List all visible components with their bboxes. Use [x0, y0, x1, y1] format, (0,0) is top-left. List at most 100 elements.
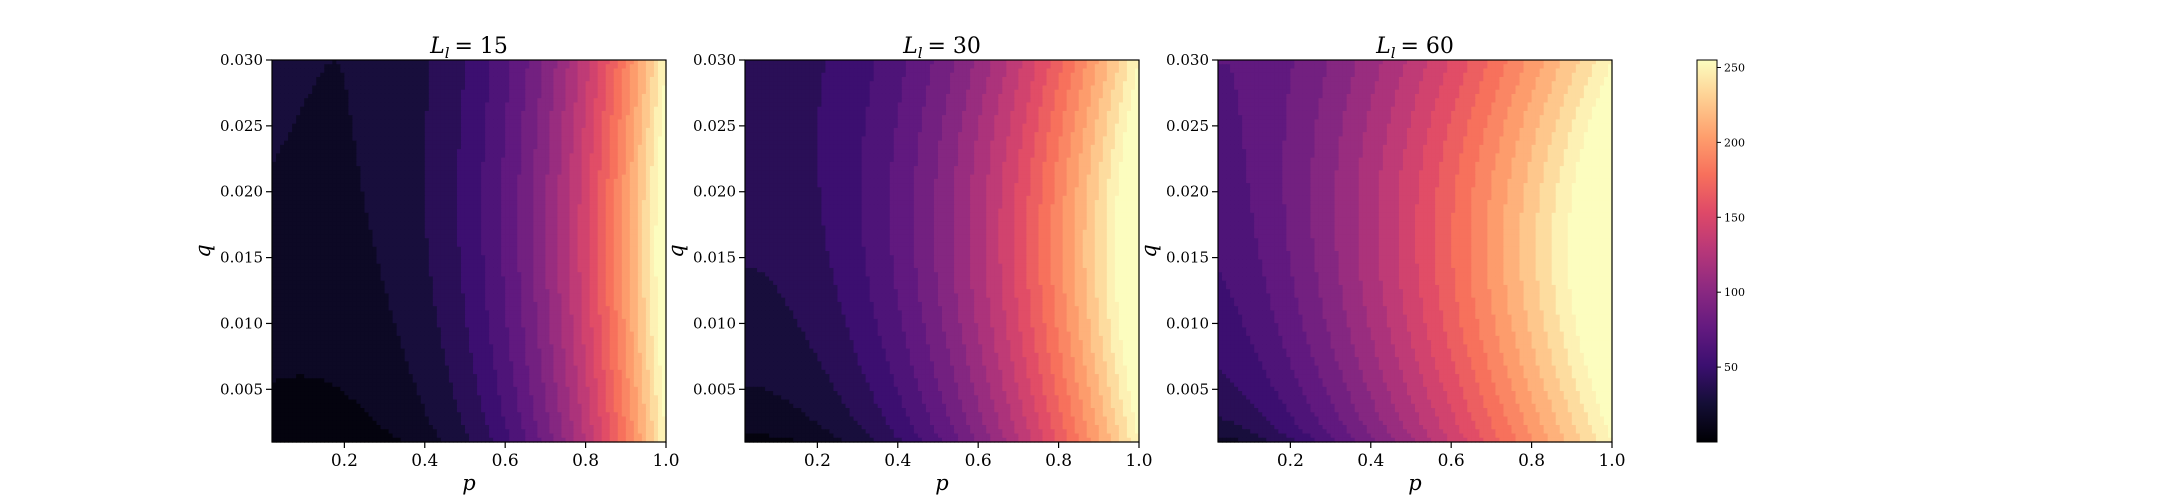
contour-cell: [485, 217, 490, 222]
contour-cell: [445, 136, 450, 141]
contour-cell: [393, 102, 398, 107]
contour-cell: [517, 196, 522, 201]
contour-cell: [449, 90, 454, 95]
contour-cell: [356, 264, 361, 269]
contour-cell: [493, 200, 498, 205]
contour-cell: [594, 221, 599, 226]
contour-cell: [622, 136, 627, 141]
contour-cell: [453, 179, 458, 184]
contour-cell: [638, 141, 643, 146]
contour-cell: [565, 247, 570, 252]
contour-cell: [565, 141, 570, 146]
contour-cell: [284, 141, 289, 146]
contour-cell: [449, 192, 454, 197]
contour-cell: [638, 255, 643, 260]
contour-cell: [421, 204, 426, 209]
contour-cell: [324, 81, 329, 86]
contour-cell: [525, 251, 530, 256]
contour-cell: [650, 238, 655, 243]
contour-cell: [630, 243, 635, 248]
contour-cell: [594, 111, 599, 116]
contour-cell: [469, 192, 474, 197]
contour-cell: [610, 221, 615, 226]
contour-cell: [618, 213, 623, 218]
contour-cell: [557, 187, 562, 192]
contour-cell: [521, 153, 526, 158]
contour-cell: [344, 107, 349, 112]
contour-cell: [405, 81, 410, 86]
contour-cell: [513, 158, 518, 163]
contour-cell: [401, 183, 406, 188]
contour-cell: [638, 60, 643, 65]
contour-cell: [610, 217, 615, 222]
contour-cell: [654, 98, 659, 103]
contour-cell: [417, 259, 422, 264]
contour-cell: [497, 145, 502, 150]
contour-cell: [405, 264, 410, 269]
contour-cell: [477, 115, 482, 120]
contour-cell: [377, 175, 382, 180]
contour-cell: [598, 149, 603, 154]
contour-cell: [501, 68, 506, 73]
contour-cell: [316, 60, 321, 65]
contour-cell: [565, 73, 570, 78]
contour-cell: [300, 175, 305, 180]
contour-cell: [328, 149, 333, 154]
contour-cell: [433, 268, 438, 273]
contour-cell: [481, 136, 486, 141]
contour-cell: [425, 141, 430, 146]
contour-cell: [630, 251, 635, 256]
contour-cell: [570, 200, 575, 205]
contour-cell: [385, 234, 390, 239]
contour-cell: [288, 124, 293, 129]
contour-cell: [634, 255, 639, 260]
contour-cell: [626, 187, 631, 192]
contour-cell: [570, 217, 575, 222]
contour-cell: [509, 221, 514, 226]
contour-cell: [469, 204, 474, 209]
contour-cell: [373, 124, 378, 129]
contour-cell: [489, 98, 494, 103]
contour-cell: [509, 68, 514, 73]
contour-cell: [485, 213, 490, 218]
contour-cell: [614, 243, 619, 248]
contour-cell: [276, 90, 281, 95]
contour-cell: [602, 209, 607, 214]
contour-cell: [328, 183, 333, 188]
contour-cell: [356, 98, 361, 103]
contour-cell: [477, 166, 482, 171]
contour-cell: [574, 221, 579, 226]
contour-cell: [276, 238, 281, 243]
contour-cell: [618, 132, 623, 137]
contour-cell: [461, 153, 466, 158]
contour-cell: [405, 107, 410, 112]
contour-cell: [541, 204, 546, 209]
contour-cell: [586, 251, 591, 256]
contour-cell: [638, 238, 643, 243]
contour-cell: [477, 98, 482, 103]
contour-cell: [324, 234, 329, 239]
contour-cell: [509, 166, 514, 171]
contour-cell: [545, 153, 550, 158]
contour-cell: [336, 192, 341, 197]
contour-cell: [272, 264, 277, 269]
contour-cell: [441, 64, 446, 69]
contour-cell: [561, 213, 566, 218]
contour-cell: [300, 81, 305, 86]
contour-cell: [284, 234, 289, 239]
contour-cell: [545, 90, 550, 95]
contour-cell: [449, 124, 454, 129]
contour-cell: [545, 77, 550, 82]
contour-cell: [565, 94, 570, 99]
contour-cell: [630, 221, 635, 226]
contour-cell: [473, 81, 478, 86]
contour-cell: [276, 153, 281, 158]
contour-cell: [574, 192, 579, 197]
contour-cell: [413, 132, 418, 137]
contour-cell: [320, 175, 325, 180]
contour-cell: [272, 259, 277, 264]
contour-cell: [598, 94, 603, 99]
contour-cell: [308, 128, 313, 133]
contour-cell: [445, 264, 450, 269]
contour-cell: [565, 259, 570, 264]
